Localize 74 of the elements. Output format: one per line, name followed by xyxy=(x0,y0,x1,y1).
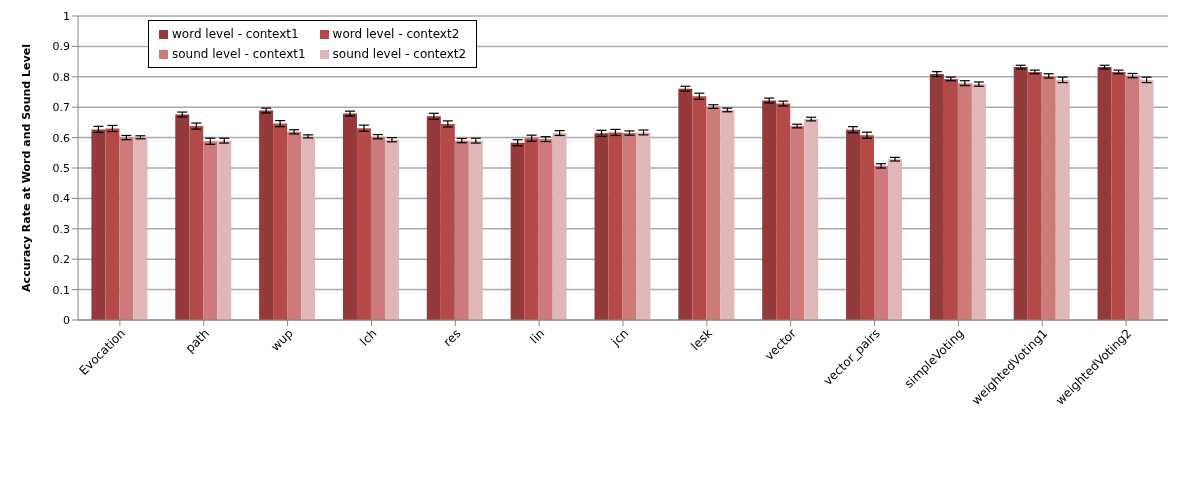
bar xyxy=(189,126,204,320)
bar xyxy=(468,140,483,320)
bar xyxy=(804,119,819,320)
bar xyxy=(1097,67,1112,320)
y-tick-label: 0.9 xyxy=(52,40,70,54)
legend-label: sound level - context2 xyxy=(332,47,467,61)
bar xyxy=(678,88,693,320)
bar xyxy=(1027,71,1042,320)
bar xyxy=(105,128,120,320)
bar xyxy=(217,140,232,320)
y-tick-label: 0.4 xyxy=(52,192,70,206)
bar xyxy=(259,110,274,320)
bar xyxy=(301,136,316,320)
bar xyxy=(287,131,302,320)
bar xyxy=(943,78,958,320)
bar xyxy=(1041,75,1056,320)
bar xyxy=(776,103,791,320)
y-tick-label: 0.6 xyxy=(52,131,70,145)
bar xyxy=(1125,75,1140,320)
bar xyxy=(957,83,972,320)
bar xyxy=(622,133,637,320)
bar xyxy=(273,123,288,320)
bar xyxy=(133,137,148,320)
x-tick-label: res xyxy=(440,326,464,350)
y-tick-label: 1 xyxy=(63,9,70,23)
x-tick-label: lch xyxy=(357,326,380,349)
bar xyxy=(524,138,539,320)
bar xyxy=(706,106,721,320)
y-tick-label: 0.5 xyxy=(52,161,70,175)
y-tick-label: 0 xyxy=(63,313,70,327)
bar xyxy=(929,74,944,320)
bar xyxy=(790,126,805,320)
x-tick-label: lin xyxy=(527,326,548,347)
bar xyxy=(1139,79,1154,320)
y-tick-label: 0.8 xyxy=(52,70,70,84)
bar xyxy=(762,100,777,320)
bar xyxy=(594,133,609,320)
bar xyxy=(692,96,707,320)
bar xyxy=(608,132,623,320)
bar xyxy=(874,165,889,320)
bar xyxy=(636,132,651,320)
bar xyxy=(370,136,385,320)
bar xyxy=(119,137,134,320)
bar xyxy=(971,84,986,320)
y-tick-label: 0.1 xyxy=(52,283,70,297)
bar xyxy=(888,159,903,320)
bar xyxy=(552,133,567,320)
legend-label: word level - context1 xyxy=(172,27,299,41)
bar xyxy=(203,141,218,320)
bar xyxy=(538,139,553,320)
bar xyxy=(384,139,399,320)
bar xyxy=(454,140,469,320)
legend-label: word level - context2 xyxy=(332,27,460,41)
bar xyxy=(91,129,106,320)
bar xyxy=(1055,79,1070,320)
x-tick-label: wup xyxy=(268,326,296,354)
bar xyxy=(1111,71,1126,320)
x-tick-label: lesk xyxy=(688,326,716,354)
bar xyxy=(860,135,875,320)
y-tick-label: 0.7 xyxy=(52,101,70,115)
bar xyxy=(1013,67,1028,320)
bar xyxy=(356,128,371,320)
bar xyxy=(846,129,861,320)
bar xyxy=(440,123,455,320)
bar xyxy=(720,109,735,320)
y-axis-title: Accuracy Rate at Word and Sound Level xyxy=(19,44,33,292)
y-tick-label: 0.2 xyxy=(52,253,70,267)
bar xyxy=(426,116,441,320)
y-tick-label: 0.3 xyxy=(52,222,70,236)
bar xyxy=(175,114,190,320)
legend-label: sound level - context1 xyxy=(172,47,306,61)
bar xyxy=(510,142,525,320)
x-tick-label: jcn xyxy=(608,326,632,350)
bar xyxy=(342,113,357,320)
